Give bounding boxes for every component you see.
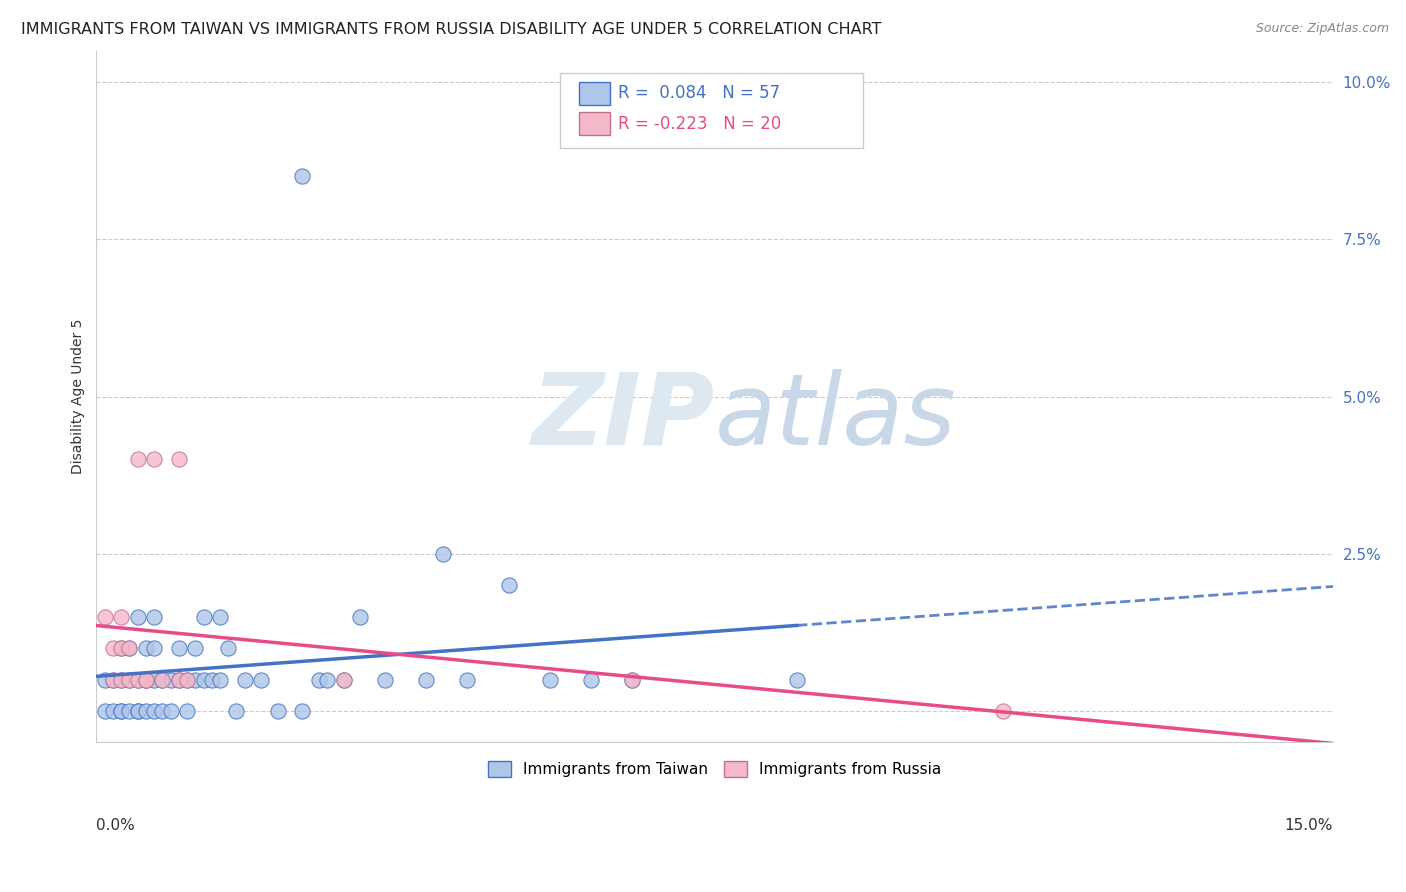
Point bbox=[332, 673, 354, 687]
Point bbox=[167, 452, 190, 467]
Point bbox=[127, 704, 149, 718]
Point bbox=[110, 641, 132, 656]
Point bbox=[316, 673, 339, 687]
Text: R =  0.084   N = 57: R = 0.084 N = 57 bbox=[619, 84, 780, 103]
Point bbox=[621, 673, 644, 687]
Point bbox=[621, 673, 644, 687]
Point bbox=[135, 673, 157, 687]
Point bbox=[143, 452, 166, 467]
Point bbox=[143, 609, 166, 624]
Point bbox=[110, 673, 132, 687]
Y-axis label: Disability Age Under 5: Disability Age Under 5 bbox=[72, 318, 86, 475]
Point bbox=[135, 673, 157, 687]
Point bbox=[201, 673, 224, 687]
Text: 0.0%: 0.0% bbox=[97, 818, 135, 833]
Point bbox=[308, 673, 330, 687]
Point bbox=[415, 673, 437, 687]
Point bbox=[374, 673, 396, 687]
Point bbox=[127, 673, 149, 687]
Point bbox=[118, 673, 141, 687]
Point bbox=[127, 452, 149, 467]
Text: 15.0%: 15.0% bbox=[1285, 818, 1333, 833]
Point bbox=[110, 673, 132, 687]
Point bbox=[143, 673, 166, 687]
Point bbox=[150, 673, 173, 687]
Point bbox=[150, 704, 173, 718]
Point bbox=[579, 673, 602, 687]
Point bbox=[150, 673, 173, 687]
Point bbox=[291, 704, 314, 718]
Point bbox=[167, 673, 190, 687]
Point bbox=[110, 609, 132, 624]
Point bbox=[118, 704, 141, 718]
Point bbox=[208, 673, 231, 687]
Point bbox=[110, 704, 132, 718]
Point bbox=[176, 704, 198, 718]
Point bbox=[184, 641, 207, 656]
Text: R = -0.223   N = 20: R = -0.223 N = 20 bbox=[619, 115, 782, 133]
Point bbox=[208, 609, 231, 624]
Point bbox=[786, 673, 808, 687]
Point bbox=[101, 641, 124, 656]
Point bbox=[93, 704, 115, 718]
Point bbox=[176, 673, 198, 687]
Point bbox=[127, 609, 149, 624]
Text: IMMIGRANTS FROM TAIWAN VS IMMIGRANTS FROM RUSSIA DISABILITY AGE UNDER 5 CORRELAT: IMMIGRANTS FROM TAIWAN VS IMMIGRANTS FRO… bbox=[21, 22, 882, 37]
Point bbox=[110, 704, 132, 718]
Point bbox=[498, 578, 520, 592]
Point bbox=[143, 704, 166, 718]
Text: ZIP: ZIP bbox=[531, 368, 714, 466]
Point bbox=[93, 609, 115, 624]
Point bbox=[118, 641, 141, 656]
Point bbox=[217, 641, 239, 656]
Point bbox=[456, 673, 478, 687]
Point bbox=[991, 704, 1014, 718]
Point bbox=[118, 673, 141, 687]
Point bbox=[101, 673, 124, 687]
Point bbox=[101, 704, 124, 718]
Point bbox=[184, 673, 207, 687]
Point bbox=[159, 673, 181, 687]
Point bbox=[193, 609, 215, 624]
Point bbox=[193, 673, 215, 687]
Text: Source: ZipAtlas.com: Source: ZipAtlas.com bbox=[1256, 22, 1389, 36]
Point bbox=[135, 641, 157, 656]
Point bbox=[127, 704, 149, 718]
Point bbox=[167, 673, 190, 687]
Point bbox=[349, 609, 371, 624]
Point bbox=[225, 704, 247, 718]
Legend: Immigrants from Taiwan, Immigrants from Russia: Immigrants from Taiwan, Immigrants from … bbox=[482, 755, 948, 783]
Point bbox=[332, 673, 354, 687]
Point bbox=[291, 169, 314, 184]
Point bbox=[250, 673, 273, 687]
Point bbox=[432, 547, 454, 561]
Point bbox=[101, 673, 124, 687]
Point bbox=[167, 641, 190, 656]
Point bbox=[143, 641, 166, 656]
Point bbox=[159, 704, 181, 718]
Point bbox=[135, 673, 157, 687]
Point bbox=[176, 673, 198, 687]
Point bbox=[135, 704, 157, 718]
Point bbox=[127, 673, 149, 687]
FancyBboxPatch shape bbox=[579, 112, 610, 135]
Point bbox=[538, 673, 561, 687]
FancyBboxPatch shape bbox=[579, 82, 610, 104]
FancyBboxPatch shape bbox=[560, 73, 863, 147]
Text: atlas: atlas bbox=[714, 368, 956, 466]
Point bbox=[110, 641, 132, 656]
Point bbox=[118, 641, 141, 656]
Point bbox=[233, 673, 256, 687]
Point bbox=[93, 673, 115, 687]
Point bbox=[267, 704, 290, 718]
